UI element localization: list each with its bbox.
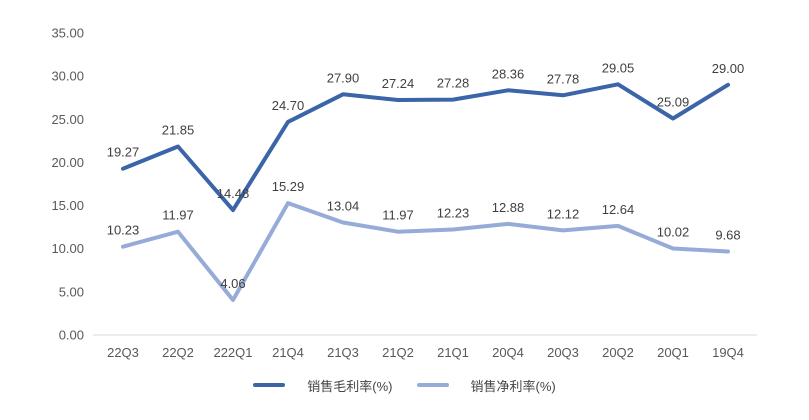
y-axis-tick-label: 25.00 xyxy=(51,112,84,127)
data-point-label: 10.02 xyxy=(657,225,690,240)
data-point-label: 13.04 xyxy=(327,198,360,213)
data-point-label: 25.09 xyxy=(657,95,690,110)
x-axis-tick-label: 20Q1 xyxy=(657,345,689,360)
x-axis-tick-label: 20Q3 xyxy=(547,345,579,360)
x-axis-tick-label: 21Q2 xyxy=(382,345,414,360)
y-axis-tick-label: 20.00 xyxy=(51,155,84,170)
data-point-label: 4.06 xyxy=(220,276,245,291)
data-point-label: 27.28 xyxy=(437,76,470,91)
x-axis-tick-label: 20Q2 xyxy=(602,345,634,360)
x-axis-tick-label: 19Q4 xyxy=(712,345,744,360)
x-axis-tick-label: 21Q1 xyxy=(437,345,469,360)
data-point-label: 24.70 xyxy=(272,98,305,113)
gross-margin-line-swatch xyxy=(253,383,286,387)
y-axis-tick-label: 10.00 xyxy=(51,241,84,256)
data-point-label: 11.97 xyxy=(162,208,194,223)
data-point-label: 12.88 xyxy=(492,200,525,215)
data-point-label: 21.85 xyxy=(162,122,195,137)
net-margin-line-swatch xyxy=(416,383,449,387)
data-point-label: 12.12 xyxy=(547,206,580,221)
x-axis-tick-label: 22Q2 xyxy=(162,345,194,360)
data-point-label: 29.00 xyxy=(712,61,745,76)
x-axis-tick-label: 21Q3 xyxy=(327,345,359,360)
data-point-label: 27.78 xyxy=(547,71,580,86)
data-point-label: 11.97 xyxy=(382,208,414,223)
legend-item-gross-margin: 销售毛利率(%) xyxy=(253,376,393,395)
data-point-label: 15.29 xyxy=(272,179,305,194)
data-point-label: 27.24 xyxy=(382,76,415,91)
data-point-label: 12.23 xyxy=(437,205,470,220)
data-point-label: 29.05 xyxy=(602,60,635,75)
legend-item-net-margin: 销售净利率(%) xyxy=(416,376,556,395)
x-axis-tick-label: 222Q1 xyxy=(213,345,252,360)
x-axis-tick-label: 21Q4 xyxy=(272,345,304,360)
gross-margin-line xyxy=(121,82,730,213)
y-axis-tick-label: 35.00 xyxy=(51,26,84,41)
gross-margin-legend-label: 销售毛利率(%) xyxy=(307,378,393,394)
y-axis-tick-label: 15.00 xyxy=(51,198,84,213)
data-point-label: 14.48 xyxy=(217,186,250,201)
x-axis-tick-label: 20Q4 xyxy=(492,345,524,360)
y-axis-tick-label: 0.00 xyxy=(59,328,84,343)
data-point-label: 27.90 xyxy=(327,70,360,85)
data-point-label: 12.64 xyxy=(602,202,635,217)
net-margin-line xyxy=(121,201,730,302)
x-axis-tick-label: 22Q3 xyxy=(107,345,139,360)
data-point-label: 19.27 xyxy=(107,145,140,160)
chart-plot-area: 0.00 5.00 10.00 15.00 20.00 25.00 30.00 35.00 22… xyxy=(51,26,757,360)
net-margin-legend-label: 销售净利率(%) xyxy=(470,378,556,394)
chart-legend: 销售毛利率(%) 销售净利率(%) xyxy=(0,372,809,398)
data-point-label: 10.23 xyxy=(107,223,140,238)
data-point-label: 9.68 xyxy=(715,227,740,242)
y-axis-tick-label: 5.00 xyxy=(59,284,84,299)
y-axis-tick-label: 30.00 xyxy=(51,69,84,84)
data-point-label: 28.36 xyxy=(492,66,525,81)
